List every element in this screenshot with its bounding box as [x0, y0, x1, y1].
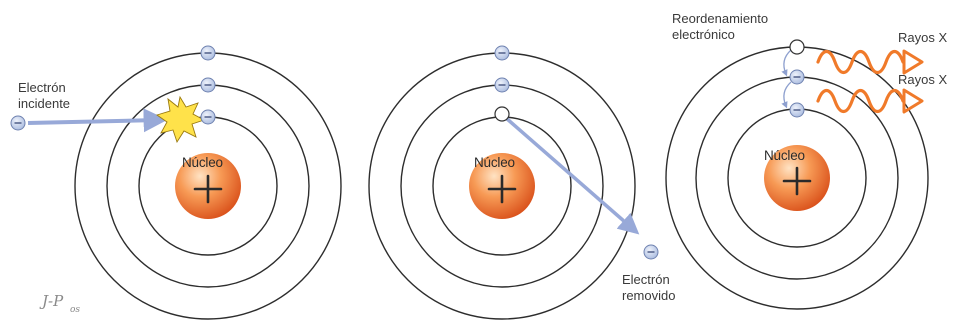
xray-label-1: Rayos X — [898, 30, 947, 45]
electron-icon — [790, 103, 804, 117]
nucleus-label: Núcleo — [182, 155, 223, 170]
electron-icon — [495, 78, 509, 92]
atom-1-incident: Núcleo Electrón incid — [11, 46, 341, 319]
signature: J-P — [39, 292, 64, 310]
incident-electron-label: Electrón incidente — [18, 80, 70, 111]
xray-label-2: Rayos X — [898, 72, 947, 87]
nucleus: Núcleo — [175, 153, 241, 219]
electron-icon — [644, 245, 658, 259]
atom-2-removed: Núcleo Electrón removido — [369, 46, 675, 319]
vacancy-icon — [495, 107, 509, 121]
rearrangement-label: Reordenamiento electrónico — [672, 11, 772, 42]
nucleus: Núcleo — [764, 145, 830, 211]
rearrangement-arrow — [784, 82, 791, 106]
atom-3-xray: Núcleo Reordenamiento — [666, 11, 947, 309]
electron-icon — [201, 46, 215, 60]
signature-sub: os — [70, 305, 80, 315]
nucleus-label: Núcleo — [474, 155, 515, 170]
electron-icon — [201, 110, 215, 124]
electron-icon — [11, 116, 25, 130]
removed-electron-label: Electrón removido — [622, 272, 675, 303]
nucleus: Núcleo — [469, 153, 535, 219]
impact-star-icon — [157, 97, 204, 142]
rearrangement-arrow — [784, 50, 791, 74]
incident-arrow — [28, 120, 158, 123]
electron-icon — [790, 70, 804, 84]
vacancy-icon — [790, 40, 804, 54]
electron-icon — [495, 46, 509, 60]
electron-icon — [201, 78, 215, 92]
nucleus-label: Núcleo — [764, 148, 805, 163]
